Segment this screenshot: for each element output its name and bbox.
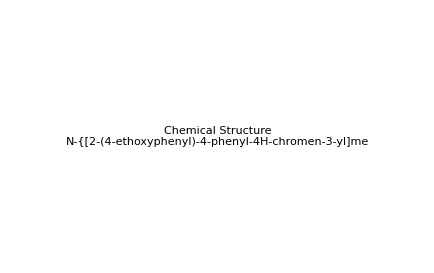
Text: Chemical Structure
N-{[2-(4-ethoxyphenyl)-4-phenyl-4H-chromen-3-yl]me: Chemical Structure N-{[2-(4-ethoxyphenyl… [66,126,368,147]
